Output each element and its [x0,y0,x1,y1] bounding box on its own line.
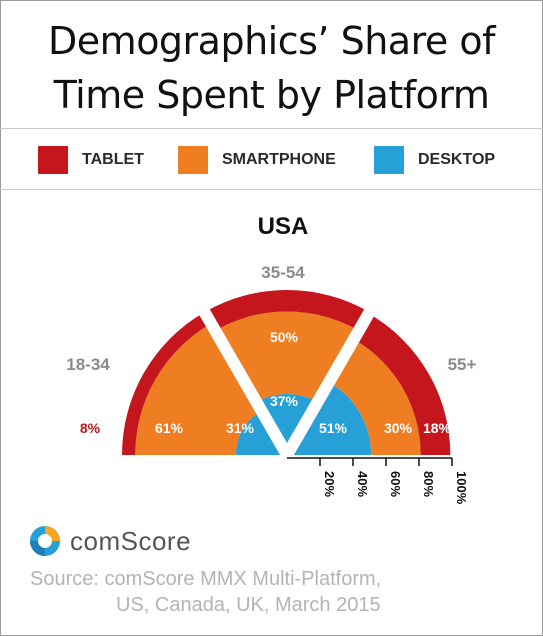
comscore-logo-icon [30,526,60,556]
title-line-2: Time Spent by Platform [53,73,490,117]
legend: TABLET SMARTPHONE DESKTOP [0,128,543,190]
source-line-2: US, Canada, UK, March 2015 [116,594,381,616]
value-label-35-54-desktop: 37% [270,393,299,409]
radial-tick-label-20: 20% [322,471,337,497]
sector-55+-tablet [353,313,451,455]
radial-tick-label-100: 100% [454,471,469,505]
value-label-18-34-tablet: 8% [80,420,101,436]
sector-35-54-tablet [204,289,370,331]
value-label-55+-tablet: 18% [423,420,452,436]
value-label-35-54-smartphone: 50% [270,329,299,345]
legend-swatch-smartphone [178,146,208,174]
radial-tick-label-80: 80% [421,471,436,497]
value-label-18-34-desktop: 31% [226,420,255,436]
sector-35-54-smartphone [215,311,359,403]
baseline-mask [100,455,460,457]
radial-tick-label-60: 60% [388,471,403,497]
chart-title: Demographics’ Share of Time Spent by Pla… [0,14,543,122]
value-label-55+-smartphone: 30% [384,420,413,436]
legend-swatch-tablet [38,146,68,174]
chart-subtitle-usa: USA [258,213,309,240]
value-label-55+-desktop: 51% [319,420,348,436]
wedge-separator [197,306,293,458]
category-label-18-34: 18-34 [66,355,110,374]
sector-55+-smartphone [329,339,421,455]
sector-18-34-tablet [122,312,212,455]
value-label-18-34-smartphone: 61% [155,420,184,436]
legend-swatch-desktop [374,146,404,174]
legend-item-desktop: DESKTOP [374,146,495,174]
wedge-separator [281,306,377,458]
legend-item-smartphone: SMARTPHONE [178,146,336,174]
sector-55+-desktop [287,382,372,455]
title-line-1: Demographics’ Share of [48,19,495,63]
logo-text: comScore [70,525,192,556]
sector-35-54-desktop [256,393,318,455]
comscore-logo: comScore [28,524,191,558]
legend-label-tablet: TABLET [82,151,144,168]
radial-chart: USA 8% 61% 31% 13% 50% 37% 18% 30% 51% 18-34 35-54 5… [66,213,477,505]
value-label-35-54-tablet: 13% [268,270,297,286]
radial-tick-label-40: 40% [355,471,370,497]
legend-item-tablet: TABLET [38,146,144,174]
category-label-55plus: 55+ [448,355,477,374]
source-line-1: Source: comScore MMX Multi-Platform, [30,568,382,590]
legend-label-smartphone: SMARTPHONE [222,151,336,168]
legend-label-desktop: DESKTOP [418,151,496,168]
category-label-35-54: 35-54 [261,263,305,282]
